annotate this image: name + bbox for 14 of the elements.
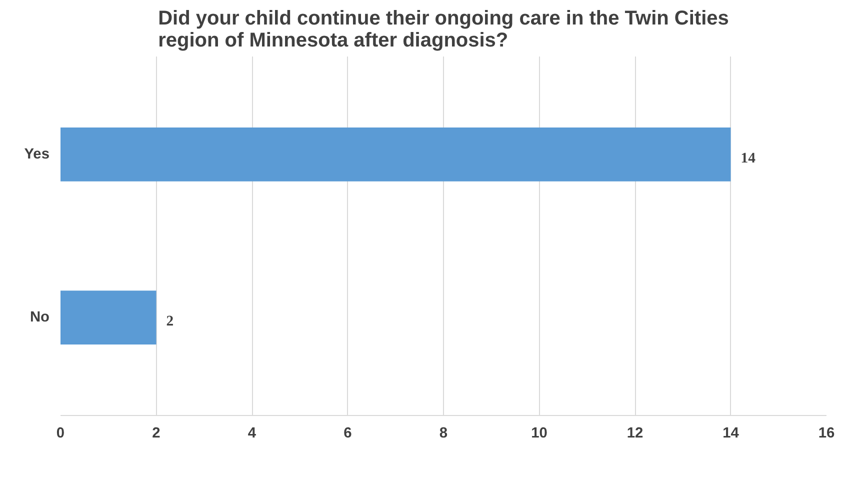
data-label: 14	[740, 150, 756, 166]
x-tick-label: 0	[56, 426, 65, 442]
y-tick-label: No	[30, 310, 50, 326]
x-tick-label: 8	[439, 426, 448, 442]
x-tick-label: 16	[818, 426, 835, 442]
x-tick-label: 4	[248, 426, 257, 442]
y-tick-label: Yes	[24, 146, 50, 162]
x-tick-label: 6	[344, 426, 352, 442]
data-label: 2	[166, 314, 174, 330]
x-tick-label: 12	[626, 426, 644, 442]
x-tick-label: 14	[722, 426, 740, 442]
x-tick-label: 10	[531, 426, 548, 442]
x-tick-label: 2	[152, 426, 160, 442]
chart-title: Did your child continue their ongoing care in the Twin Cities region of Minnesota after diagnosis?	[158, 8, 729, 52]
